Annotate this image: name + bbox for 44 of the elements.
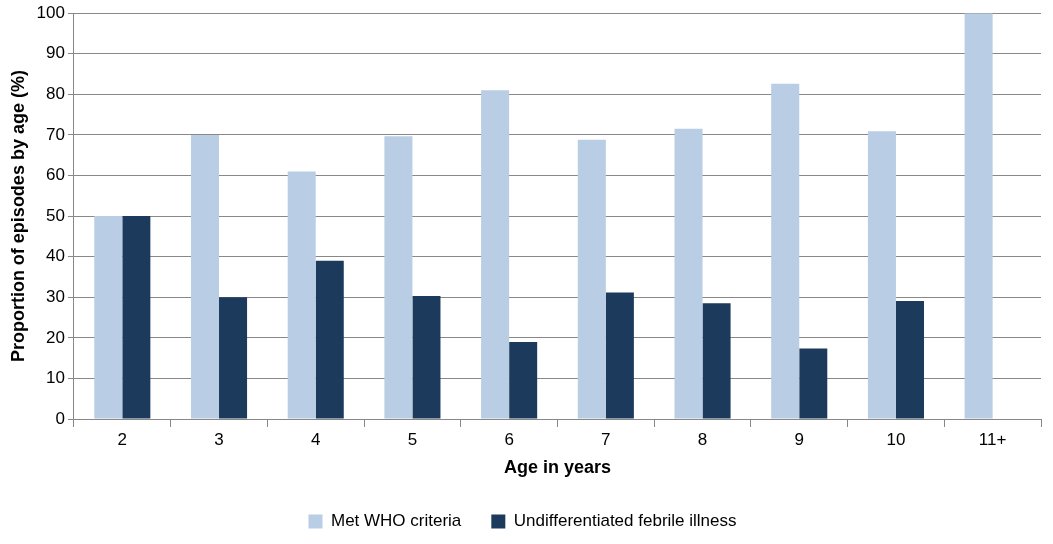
bar: [674, 128, 703, 419]
bar: [867, 131, 896, 419]
x-tick-label: 3: [214, 429, 224, 449]
y-tick-label: 70: [46, 124, 65, 144]
x-tick-label: 7: [601, 429, 611, 449]
y-tick-label: 20: [46, 327, 65, 347]
bar: [605, 292, 634, 419]
y-tick-label: 60: [46, 165, 65, 185]
bar: [481, 90, 510, 419]
x-tick-label: 5: [407, 429, 418, 449]
x-tick-label: 4: [310, 429, 321, 449]
bar: [122, 216, 151, 419]
y-tick-label: 30: [46, 286, 65, 306]
y-tick-label: 80: [46, 84, 65, 104]
bar: [384, 136, 413, 419]
y-tick-label: 40: [46, 246, 65, 266]
bar: [509, 341, 538, 419]
x-tick-label: 10: [886, 429, 906, 449]
x-tick-label: 6: [504, 429, 514, 449]
x-tick-label: 2: [117, 429, 128, 449]
x-axis-title: Age in years: [503, 457, 612, 478]
x-tick-label: 8: [697, 429, 708, 449]
x-tick-label: 11+: [978, 429, 1007, 449]
y-tick-label: 10: [46, 368, 65, 388]
bar: [412, 296, 441, 419]
bar: [771, 83, 800, 419]
bar: [964, 13, 993, 419]
legend-label: Undifferentiated febrile illness: [513, 511, 737, 531]
bar: [577, 139, 606, 419]
y-tick-label: 100: [36, 2, 65, 22]
bar: [315, 260, 344, 419]
legend-label: Met WHO criteria: [330, 511, 462, 531]
bar: [799, 348, 828, 419]
x-tick-label: 9: [794, 429, 804, 449]
y-tick-label: 90: [46, 43, 65, 63]
y-tick-label: 50: [46, 205, 65, 225]
bar: [895, 300, 924, 419]
bar: [287, 171, 316, 419]
bar: [702, 303, 731, 419]
y-axis-title: Proportion of episodes by age (%): [7, 70, 28, 363]
bar: [190, 134, 220, 419]
bar: [94, 216, 123, 419]
y-tick-label: 0: [55, 408, 65, 428]
bar: [219, 297, 248, 419]
